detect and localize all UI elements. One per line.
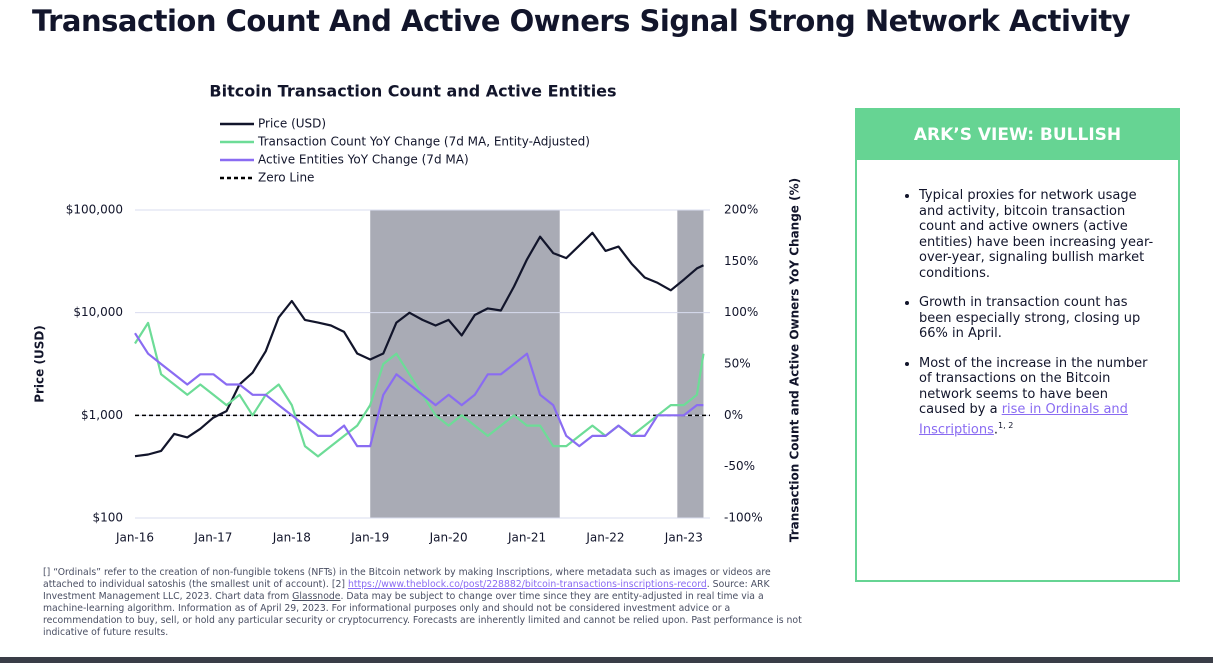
bullet: Growth in transaction count has been esp… <box>919 295 1158 342</box>
x-tick-label: Jan-17 <box>193 531 232 545</box>
y2-tick-label: 100% <box>724 305 758 319</box>
x-tick-label: Jan-16 <box>115 531 154 545</box>
page-title: Transaction Count And Active Owners Sign… <box>32 4 1131 38</box>
footnote-text: [] “Ordinals” refer to the creation of n… <box>43 567 771 590</box>
y2-tick-label: 0% <box>724 408 743 422</box>
legend-label: Transaction Count YoY Change (7d MA, Ent… <box>257 135 590 149</box>
panel-heading: ARK’S VIEW: BULLISH <box>857 110 1178 160</box>
x-tick-label: Jan-23 <box>664 531 703 545</box>
bullet-text: . <box>993 421 999 437</box>
bullet: Typical proxies for network usage and ac… <box>919 188 1158 281</box>
legend-label: Active Entities YoY Change (7d MA) <box>258 153 469 167</box>
bullet-text: Typical proxies for network usage and ac… <box>919 188 1154 281</box>
bullet-text: Most of the increase in the number of tr… <box>919 355 1148 418</box>
y-tick-label: $10,000 <box>73 305 123 319</box>
x-tick-label: Jan-22 <box>585 531 624 545</box>
y2-tick-label: -100% <box>724 511 763 525</box>
y2-axis-label: Transaction Count and Active Owners YoY … <box>788 178 802 542</box>
footnote-text: . Source: ARK Investment Management LLC,… <box>43 579 770 602</box>
y2-tick-label: 150% <box>724 254 758 268</box>
link[interactable]: https://www.theblock.co/post/228882/bitc… <box>347 579 707 590</box>
y-tick-label: $100,000 <box>66 203 123 217</box>
chart: Bitcoin Transaction Count and Active Ent… <box>33 82 802 545</box>
view-panel: ARK’S VIEW: BULLISH Typical proxies for … <box>855 108 1180 582</box>
y-axis-label: Price (USD) <box>33 325 47 403</box>
link[interactable]: rise in Ordinals and Inscriptions <box>919 402 1128 437</box>
x-tick-label: Jan-18 <box>272 531 311 545</box>
x-tick-label: Jan-21 <box>507 531 546 545</box>
legend-label: Zero Line <box>258 171 314 185</box>
y2-tick-label: 200% <box>724 203 758 217</box>
series-line <box>134 332 704 448</box>
y2-tick-label: -50% <box>724 459 755 473</box>
bullet-list: Typical proxies for network usage and ac… <box>897 188 1158 437</box>
legend-label: Price (USD) <box>258 117 326 131</box>
bottom-bar <box>0 657 1213 663</box>
source-link[interactable]: Glassnode <box>292 591 341 602</box>
x-tick-label: Jan-19 <box>350 531 389 545</box>
x-tick-label: Jan-20 <box>429 531 468 545</box>
chart-title: Bitcoin Transaction Count and Active Ent… <box>209 82 616 101</box>
footnote-ref: 1, 2 <box>998 420 1014 430</box>
shaded-range <box>677 210 704 518</box>
y-tick-label: $100 <box>92 511 123 525</box>
bullet-text: Growth in transaction count has been esp… <box>919 295 1141 341</box>
y2-tick-label: 50% <box>724 357 751 371</box>
bullet: Most of the increase in the number of tr… <box>919 356 1158 438</box>
y-tick-label: $1,000 <box>81 408 123 422</box>
footnote: [] “Ordinals” refer to the creation of n… <box>43 567 803 639</box>
footnote-text: . Data may be subject to change over tim… <box>43 591 802 638</box>
